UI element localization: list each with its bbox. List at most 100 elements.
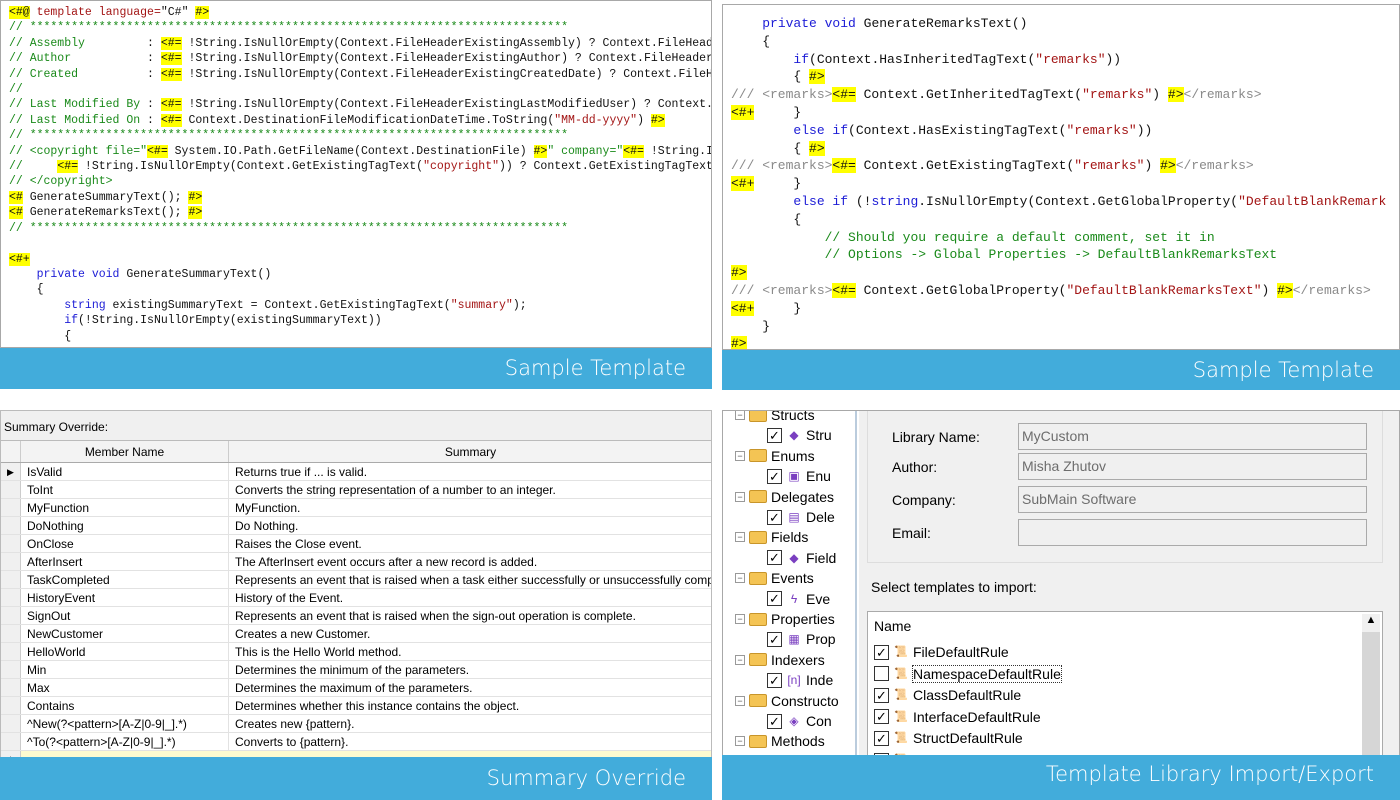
table-row[interactable]: OnClose Raises the Close event. (1, 535, 711, 553)
tree-node-indexers[interactable]: − Indexers (735, 652, 825, 668)
template-item[interactable]: ✓ 📜 StructDefaultRule (874, 730, 1023, 746)
checkbox[interactable]: ✓ (874, 709, 889, 725)
summary-cell[interactable]: Determines whether this instance contain… (235, 699, 520, 713)
templates-list[interactable]: Name ▲ ✓ 📜 FileDefaultRule 📜 NamespaceDefaul… (867, 611, 1383, 757)
row-selector[interactable] (1, 643, 21, 660)
summary-cell[interactable]: Creates new {pattern}. (235, 717, 355, 731)
tree-child-item[interactable]: ✓ ϟ Eve (767, 591, 830, 607)
summary-cell[interactable]: Determines the minimum of the parameters… (235, 663, 470, 677)
new-row[interactable]: * (1, 751, 711, 757)
member-name-cell[interactable]: SignOut (21, 607, 229, 624)
collapse-icon[interactable]: − (735, 491, 745, 502)
member-name-cell[interactable]: HelloWorld (21, 643, 229, 660)
row-selector[interactable] (1, 499, 21, 516)
member-name-cell[interactable]: OnClose (21, 535, 229, 552)
collapse-icon[interactable]: − (735, 614, 745, 624)
collapse-icon[interactable]: − (735, 695, 745, 706)
template-item[interactable]: ✓ 📜 InterfaceDefaultRule (874, 709, 1041, 725)
row-selector[interactable] (1, 697, 21, 714)
table-row[interactable]: SignOut Represents an event that is raise… (1, 607, 711, 625)
row-selector[interactable] (1, 517, 21, 534)
table-row[interactable]: Max Determines the maximum of the paramet… (1, 679, 711, 697)
member-name-cell[interactable]: DoNothing (21, 517, 229, 534)
collapse-icon[interactable]: − (735, 450, 745, 461)
tree-child-item[interactable]: ✓ ▣ Enu (767, 468, 831, 484)
checkbox[interactable]: ✓ (767, 591, 782, 607)
checkbox[interactable]: ✓ (767, 631, 782, 647)
table-row[interactable]: Min Determines the minimum of the paramet… (1, 661, 711, 679)
member-name-cell[interactable]: ^To(?<pattern>[A-Z|0-9|_].*) (21, 733, 229, 750)
template-item[interactable]: 📜 NamespaceDefaultRule (874, 664, 1062, 683)
tree-child-item[interactable]: ✓ ▦ Prop (767, 631, 836, 647)
checkbox[interactable]: ✓ (767, 672, 782, 688)
checkbox[interactable]: ✓ (767, 427, 782, 443)
row-selector[interactable]: ▶ (1, 463, 21, 480)
member-name-cell[interactable]: MyFunction (21, 499, 229, 516)
table-row[interactable]: ▶ IsValid Returns true if ... is valid. (1, 463, 711, 481)
checkbox[interactable]: ✓ (767, 713, 782, 729)
row-selector[interactable] (1, 733, 21, 750)
summary-cell[interactable]: Determines the maximum of the parameters… (235, 681, 473, 695)
tree-node-fields[interactable]: − Fields (735, 529, 808, 545)
collapse-icon[interactable]: − (735, 573, 745, 584)
list-header-name[interactable]: Name (874, 618, 912, 634)
tree-child-item[interactable]: ✓ ◈ Con (767, 713, 832, 729)
checkbox[interactable]: ✓ (874, 644, 889, 660)
summary-cell[interactable]: Returns true if ... is valid. (235, 465, 368, 479)
row-selector[interactable] (1, 679, 21, 696)
row-selector[interactable] (1, 661, 21, 678)
table-row[interactable]: TaskCompleted Represents an event that is… (1, 571, 712, 589)
row-selector[interactable] (1, 625, 21, 642)
tree-node-events[interactable]: − Events (735, 570, 814, 586)
summary-cell[interactable]: Raises the Close event. (235, 537, 362, 551)
email-field[interactable] (1018, 519, 1367, 546)
template-item[interactable]: ✓ 📜 FileDefaultRule (874, 644, 1009, 660)
summary-cell[interactable]: Represents an event that is raised when … (235, 573, 712, 587)
checkbox[interactable] (874, 666, 889, 682)
column-header-summary[interactable]: Summary (229, 441, 711, 462)
summary-cell[interactable]: MyFunction. (235, 501, 301, 515)
summary-cell[interactable]: History of the Event. (235, 591, 344, 605)
member-name-cell[interactable]: Min (21, 661, 229, 678)
table-row[interactable]: AfterInsert The AfterInsert event occurs … (1, 553, 711, 571)
summary-cell[interactable]: Converts to {pattern}. (235, 735, 349, 749)
scrollbar[interactable]: ▲ (1362, 614, 1380, 757)
tree-child-item[interactable]: ✓ [n] Inde (767, 672, 833, 688)
member-name-cell[interactable]: Contains (21, 697, 229, 714)
library-name-field[interactable]: MyCustom (1018, 423, 1367, 450)
table-row[interactable]: HelloWorld This is the Hello World method… (1, 643, 711, 661)
template-item[interactable]: ✓ 📜 ClassDefaultRule (874, 687, 1021, 703)
row-selector[interactable] (1, 535, 21, 552)
tree-node-structs[interactable]: − Structs (735, 411, 815, 423)
member-name-cell[interactable]: ToInt (21, 481, 229, 498)
checkbox[interactable]: ✓ (767, 550, 782, 566)
tree-node-properties[interactable]: − Properties (735, 611, 835, 627)
row-selector[interactable] (1, 715, 21, 732)
collapse-icon[interactable]: − (735, 736, 745, 747)
tree-child-item[interactable]: ✓ ▤ Dele (767, 509, 835, 525)
table-row[interactable]: ToInt Converts the string representation … (1, 481, 711, 499)
member-name-cell[interactable]: HistoryEvent (21, 589, 229, 606)
summary-cell[interactable]: Creates a new Customer. (235, 627, 371, 641)
table-row[interactable]: ^New(?<pattern>[A-Z|0-9|_].*) Creates new… (1, 715, 711, 733)
member-name-cell[interactable]: AfterInsert (21, 553, 229, 570)
row-selector[interactable] (1, 571, 21, 588)
collapse-icon[interactable]: − (735, 411, 745, 420)
table-row[interactable]: ^To(?<pattern>[A-Z|0-9|_].*) Converts to … (1, 733, 711, 751)
summary-cell[interactable]: Represents an event that is raised when … (235, 609, 636, 623)
table-row[interactable]: DoNothing Do Nothing. (1, 517, 711, 535)
collapse-icon[interactable]: − (735, 532, 745, 543)
collapse-icon[interactable]: − (735, 654, 745, 665)
tree-node-enums[interactable]: − Enums (735, 448, 815, 464)
tree-node-constructo[interactable]: − Constructo (735, 693, 839, 709)
tree-child-item[interactable]: ✓ ◆ Field (767, 550, 836, 566)
row-selector[interactable] (1, 481, 21, 498)
member-name-cell[interactable]: NewCustomer (21, 625, 229, 642)
scroll-up-icon[interactable]: ▲ (1362, 614, 1380, 632)
summary-cell[interactable]: Do Nothing. (235, 519, 299, 533)
column-header-member-name[interactable]: Member Name (21, 441, 229, 462)
summary-cell[interactable]: This is the Hello World method. (235, 645, 402, 659)
checkbox[interactable]: ✓ (767, 509, 782, 525)
tree-child-item[interactable]: ✓ ◆ Stru (767, 427, 832, 443)
member-name-cell[interactable]: TaskCompleted (21, 571, 229, 588)
